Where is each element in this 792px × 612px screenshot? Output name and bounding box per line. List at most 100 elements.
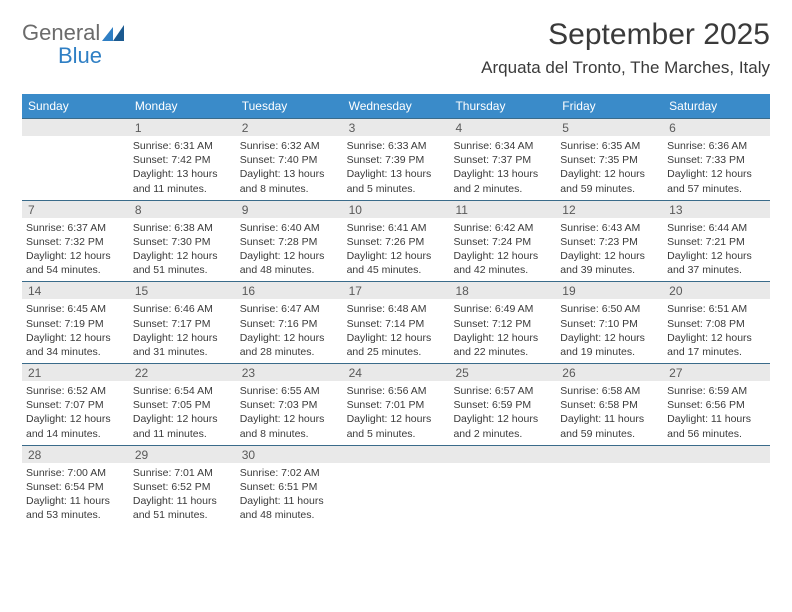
- day-cell: Sunrise: 6:42 AMSunset: 7:24 PMDaylight:…: [449, 218, 556, 282]
- day-cell: Sunrise: 6:35 AMSunset: 7:35 PMDaylight:…: [556, 136, 663, 200]
- day-detail-line: Sunrise: 6:45 AM: [26, 302, 125, 316]
- day-detail-line: Sunrise: 6:54 AM: [133, 384, 232, 398]
- day-cell: Sunrise: 6:56 AMSunset: 7:01 PMDaylight:…: [343, 381, 450, 445]
- day-detail-line: and 17 minutes.: [667, 345, 766, 359]
- day-detail-line: Sunrise: 6:35 AM: [560, 139, 659, 153]
- day-details: Sunrise: 6:31 AMSunset: 7:42 PMDaylight:…: [133, 139, 232, 196]
- day-detail-line: Daylight: 12 hours: [347, 249, 446, 263]
- day-detail-line: Sunset: 7:23 PM: [560, 235, 659, 249]
- day-detail-line: Sunset: 7:37 PM: [453, 153, 552, 167]
- week-row: Sunrise: 6:31 AMSunset: 7:42 PM Daylight:…: [22, 136, 770, 200]
- day-number: 12: [556, 201, 663, 218]
- day-detail-line: Sunset: 6:58 PM: [560, 398, 659, 412]
- dow-friday: Friday: [556, 94, 663, 118]
- day-details: Sunrise: 6:57 AMSunset: 6:59 PMDaylight:…: [453, 384, 552, 441]
- day-detail-line: Sunset: 7:07 PM: [26, 398, 125, 412]
- day-number: 29: [129, 446, 236, 463]
- day-number-row: 123456: [22, 118, 770, 136]
- day-detail-line: and 42 minutes.: [453, 263, 552, 277]
- day-details: Sunrise: 6:54 AMSunset: 7:05 PMDaylight:…: [133, 384, 232, 441]
- day-detail-line: Daylight: 12 hours: [560, 167, 659, 181]
- day-details: Sunrise: 7:02 AMSunset: 6:51 PMDaylight:…: [240, 466, 339, 523]
- day-detail-line: Daylight: 11 hours: [667, 412, 766, 426]
- day-detail-line: Sunrise: 6:31 AM: [133, 139, 232, 153]
- day-cell: Sunrise: 6:37 AMSunset: 7:32 PMDaylight:…: [22, 218, 129, 282]
- day-detail-line: Sunset: 7:10 PM: [560, 317, 659, 331]
- day-number-row: 14151617181920: [22, 281, 770, 299]
- day-detail-line: Sunset: 6:56 PM: [667, 398, 766, 412]
- day-detail-line: Sunset: 7:42 PM: [133, 153, 232, 167]
- day-number: [449, 446, 556, 463]
- day-details: Sunrise: 6:44 AMSunset: 7:21 PMDaylight:…: [667, 221, 766, 278]
- day-cell: Sunrise: 6:58 AMSunset: 6:58 PMDaylight:…: [556, 381, 663, 445]
- day-detail-line: Daylight: 12 hours: [453, 331, 552, 345]
- day-detail-line: and 28 minutes.: [240, 345, 339, 359]
- day-cell: Sunrise: 6:40 AMSunset: 7:28 PMDaylight:…: [236, 218, 343, 282]
- day-detail-line: and 51 minutes.: [133, 263, 232, 277]
- day-number: 6: [663, 119, 770, 136]
- day-cell: Sunrise: 6:51 AMSunset: 7:08 PMDaylight:…: [663, 299, 770, 363]
- day-detail-line: and 56 minutes.: [667, 427, 766, 441]
- day-details: Sunrise: 6:34 AMSunset: 7:37 PMDaylight:…: [453, 139, 552, 196]
- day-detail-line: Daylight: 12 hours: [453, 249, 552, 263]
- day-details: Sunrise: 6:42 AMSunset: 7:24 PMDaylight:…: [453, 221, 552, 278]
- day-number: 15: [129, 282, 236, 299]
- day-detail-line: and 5 minutes.: [347, 182, 446, 196]
- day-detail-line: and 8 minutes.: [240, 427, 339, 441]
- dow-sunday: Sunday: [22, 94, 129, 118]
- header: General Blue September 2025 Arquata del …: [0, 0, 792, 84]
- day-detail-line: Sunrise: 7:02 AM: [240, 466, 339, 480]
- day-detail-line: and 48 minutes.: [240, 508, 339, 522]
- day-detail-line: and 45 minutes.: [347, 263, 446, 277]
- day-number: 2: [236, 119, 343, 136]
- day-cell: Sunrise: 6:50 AMSunset: 7:10 PMDaylight:…: [556, 299, 663, 363]
- day-detail-line: Daylight: 12 hours: [347, 331, 446, 345]
- logo-text-1: General: [22, 20, 100, 45]
- calendar: Sunday Monday Tuesday Wednesday Thursday…: [22, 94, 770, 526]
- day-detail-line: and 54 minutes.: [26, 263, 125, 277]
- day-detail-line: Sunrise: 6:57 AM: [453, 384, 552, 398]
- day-detail-line: and 2 minutes.: [453, 427, 552, 441]
- week-row: Sunrise: 7:00 AMSunset: 6:54 PMDaylight:…: [22, 463, 770, 527]
- day-detail-line: and 11 minutes.: [133, 427, 232, 441]
- day-details: Sunrise: 6:45 AMSunset: 7:19 PMDaylight:…: [26, 302, 125, 359]
- day-detail-line: Sunset: 7:03 PM: [240, 398, 339, 412]
- day-detail-line: Sunrise: 6:38 AM: [133, 221, 232, 235]
- day-number: 24: [343, 364, 450, 381]
- day-detail-line: Sunset: 7:40 PM: [240, 153, 339, 167]
- day-detail-line: and 19 minutes.: [560, 345, 659, 359]
- day-detail-line: Sunrise: 6:37 AM: [26, 221, 125, 235]
- day-number: 21: [22, 364, 129, 381]
- day-detail-line: Daylight: 11 hours: [560, 412, 659, 426]
- day-detail-line: Daylight: 12 hours: [133, 249, 232, 263]
- day-detail-line: Sunset: 7:12 PM: [453, 317, 552, 331]
- day-number-row: 282930: [22, 445, 770, 463]
- day-detail-line: Daylight: 12 hours: [667, 331, 766, 345]
- day-detail-line: Daylight: 12 hours: [560, 331, 659, 345]
- day-cell: Sunrise: 6:32 AMSunset: 7:40 PMDaylight:…: [236, 136, 343, 200]
- day-cell: Sunrise: 6:41 AMSunset: 7:26 PMDaylight:…: [343, 218, 450, 282]
- day-detail-line: Sunset: 6:52 PM: [133, 480, 232, 494]
- day-detail-line: and 5 minutes.: [347, 427, 446, 441]
- day-detail-line: and 51 minutes.: [133, 508, 232, 522]
- day-detail-line: and 22 minutes.: [453, 345, 552, 359]
- week-row: Sunrise: 6:45 AMSunset: 7:19 PMDaylight:…: [22, 299, 770, 363]
- day-detail-line: Daylight: 12 hours: [560, 249, 659, 263]
- day-detail-line: Daylight: 12 hours: [667, 167, 766, 181]
- day-number-row: 78910111213: [22, 200, 770, 218]
- day-detail-line: and 48 minutes.: [240, 263, 339, 277]
- day-details: Sunrise: 6:47 AMSunset: 7:16 PMDaylight:…: [240, 302, 339, 359]
- day-detail-line: Sunrise: 6:40 AM: [240, 221, 339, 235]
- day-detail-line: Daylight: 12 hours: [133, 412, 232, 426]
- day-detail-line: Sunset: 7:05 PM: [133, 398, 232, 412]
- dow-tuesday: Tuesday: [236, 94, 343, 118]
- day-detail-line: Daylight: 11 hours: [133, 494, 232, 508]
- week-row: Sunrise: 6:52 AMSunset: 7:07 PMDaylight:…: [22, 381, 770, 445]
- day-details: Sunrise: 6:33 AMSunset: 7:39 PMDaylight:…: [347, 139, 446, 196]
- day-number: [663, 446, 770, 463]
- logo: General Blue: [22, 20, 124, 69]
- day-details: Sunrise: 6:55 AMSunset: 7:03 PMDaylight:…: [240, 384, 339, 441]
- day-number: 11: [449, 201, 556, 218]
- day-details: Sunrise: 6:46 AMSunset: 7:17 PMDaylight:…: [133, 302, 232, 359]
- day-detail-line: and 37 minutes.: [667, 263, 766, 277]
